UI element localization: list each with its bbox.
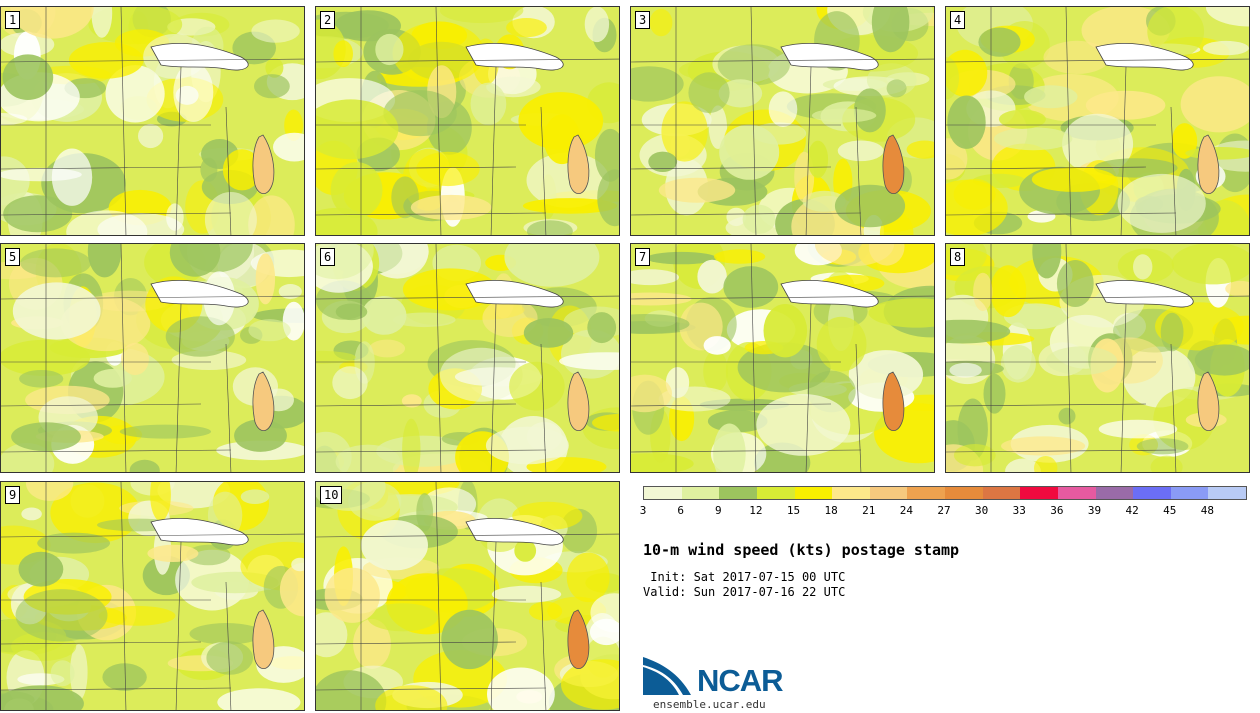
valid-time: Valid: Sun 2017-07-16 22 UTC: [643, 585, 846, 599]
color-legend: 3 6 9 12 15 18 21 24 27 30 33 36 39 42 45 48: [639, 486, 1247, 517]
panel-number-label: 3: [635, 11, 651, 29]
legend-swatch: [794, 487, 833, 499]
panel-number-label: 5: [5, 248, 21, 266]
legend-swatch: [1208, 487, 1246, 499]
panel-number-label: 6: [320, 248, 336, 266]
legend-swatch: [719, 487, 757, 499]
forecast-panel: 1: [0, 6, 305, 236]
legend-tick-label: 42: [1125, 504, 1139, 517]
forecast-panel: 4: [945, 6, 1250, 236]
panel-number-label: 4: [950, 11, 966, 29]
legend-swatch: [681, 487, 720, 499]
legend-tick-label: 12: [749, 504, 763, 517]
forecast-panel: 7: [630, 243, 935, 473]
logo-url: ensemble.ucar.edu: [653, 698, 766, 711]
legend-tick-label: 24: [899, 504, 913, 517]
panel-number-label: 10: [320, 486, 343, 504]
legend-tick-label: 3: [639, 504, 647, 517]
legend-tick-label: 21: [862, 504, 876, 517]
legend-tick-label: 36: [1050, 504, 1064, 517]
legend-swatch: [1057, 487, 1096, 499]
legend-tick-label: 27: [937, 504, 951, 517]
wind-speed-map: [946, 7, 1249, 235]
panel-number-label: 8: [950, 248, 966, 266]
forecast-panel: 5: [0, 243, 305, 473]
wind-speed-map: [631, 244, 934, 472]
legend-tick-label: 18: [824, 504, 838, 517]
legend-swatch: [982, 487, 1021, 499]
legend-tick-label: 33: [1012, 504, 1026, 517]
forecast-panel: 6: [315, 243, 620, 473]
wind-speed-map: [631, 7, 934, 235]
panel-number-label: 1: [5, 11, 21, 29]
forecast-panel: 2: [315, 6, 620, 236]
wind-speed-map: [316, 7, 619, 235]
legend-tick-label: 9: [714, 504, 722, 517]
panel-number-label: 7: [635, 248, 651, 266]
wind-speed-map: [316, 244, 619, 472]
legend-swatch: [869, 487, 908, 499]
wind-speed-map: [1, 482, 304, 710]
legend-swatch: [756, 487, 795, 499]
legend-tick-label: 48: [1200, 504, 1214, 517]
legend-swatch: [1170, 487, 1209, 499]
legend-colorbar: [643, 486, 1247, 500]
legend-swatch: [832, 487, 870, 499]
legend-tick-label: 39: [1087, 504, 1102, 517]
legend-swatch: [1020, 487, 1058, 499]
legend-swatch: [945, 487, 983, 499]
wind-speed-map: [1, 244, 304, 472]
ncar-logo-text: NCAR: [697, 663, 784, 698]
legend-swatch: [1095, 487, 1134, 499]
forecast-panel: 8: [945, 243, 1250, 473]
forecast-panel: 3: [630, 6, 935, 236]
legend-tick-labels: 3 6 9 12 15 18 21 24 27 30 33 36 39 42 45 48: [639, 500, 1247, 517]
legend-tick-label: 15: [786, 504, 801, 517]
legend-swatch: [644, 487, 682, 499]
page-title: 10-m wind speed (kts) postage stamp: [643, 541, 960, 559]
legend-swatch: [907, 487, 945, 499]
legend-swatch: [1133, 487, 1171, 499]
legend-tick-label: 30: [975, 504, 989, 517]
wind-speed-map: [316, 482, 619, 710]
legend-tick-label: 45: [1163, 504, 1177, 517]
forecast-panel: 10: [315, 481, 620, 711]
ncar-logo-icon: [643, 657, 691, 695]
init-time: Init: Sat 2017-07-15 00 UTC: [643, 570, 846, 584]
panel-number-label: 2: [320, 11, 336, 29]
wind-speed-map: [946, 244, 1249, 472]
forecast-panel: 9: [0, 481, 305, 711]
wind-speed-map: [1, 7, 304, 235]
panel-number-label: 9: [5, 486, 21, 504]
legend-tick-label: 6: [677, 504, 684, 517]
